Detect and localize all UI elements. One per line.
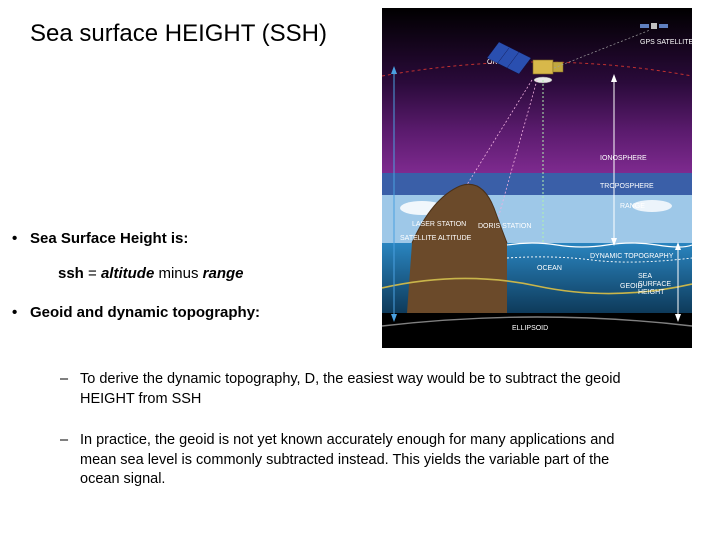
lower-bullets: To derive the dynamic topography, D, the… xyxy=(60,370,630,512)
sub-bullet-2: In practice, the geoid is not yet known … xyxy=(60,431,630,490)
formula-eq: = xyxy=(84,265,101,282)
formula-ssh-term: ssh xyxy=(58,265,84,282)
content-left: Sea Surface Height is: ssh = altitude mi… xyxy=(30,230,360,339)
label-sat-alt: SATELLITE ALTITUDE xyxy=(400,235,472,242)
dyn-topo-word: dynamic topography: xyxy=(108,304,261,321)
label-ellipsoid: ELLIPSOID xyxy=(512,325,548,332)
label-ocean: OCEAN xyxy=(537,265,562,272)
label-laser: LASER STATION xyxy=(412,221,466,228)
sub-bullet-1: To derive the dynamic topography, D, the… xyxy=(60,370,630,409)
label-ionosphere: IONOSPHERE xyxy=(600,155,647,162)
label-ssh3: HEIGHT xyxy=(638,289,665,296)
bullet-ssh-def: Sea Surface Height is: xyxy=(30,230,360,247)
label-troposphere: TROPOSPHERE xyxy=(600,183,654,190)
label-gps: GPS SATELLITE xyxy=(640,39,692,46)
bullet2-and: and xyxy=(73,304,108,321)
space-region xyxy=(382,8,692,173)
geoid-word: Geoid xyxy=(30,304,73,321)
label-doris: DORIS STATION xyxy=(478,223,531,230)
label-range: RANGE xyxy=(620,203,645,210)
formula-altitude: altitude xyxy=(101,265,154,282)
bullet-geoid-dyn: Geoid and dynamic topography: xyxy=(30,304,360,321)
altimetry-diagram: ORBIT GPS SATELLITE xyxy=(382,8,692,348)
label-ssh2: SURFACE xyxy=(638,281,671,288)
formula-ssh: ssh = altitude minus range xyxy=(58,265,360,282)
formula-minus: minus xyxy=(154,265,202,282)
label-dyn-topo: DYNAMIC TOPOGRAPHY xyxy=(590,253,674,260)
label-ssh1: SEA xyxy=(638,273,652,280)
formula-range: range xyxy=(203,265,244,282)
